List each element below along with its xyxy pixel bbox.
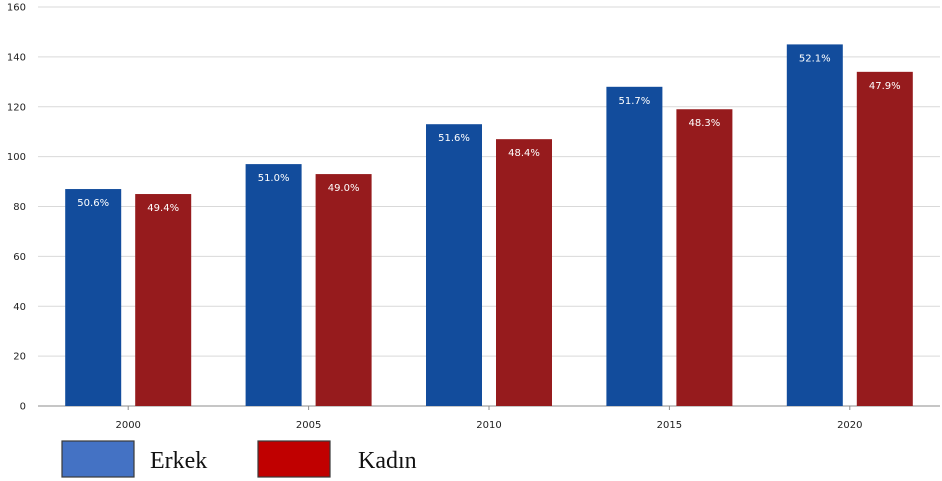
y-tick-label: 100: [7, 152, 26, 163]
bar-data-label: 51.7%: [619, 96, 651, 107]
bar-data-label: 47.9%: [869, 81, 901, 92]
x-tick-label: 2005: [296, 420, 321, 431]
bar: [426, 124, 482, 407]
legend-label: Erkek: [150, 448, 207, 474]
y-tick-label: 20: [13, 352, 26, 363]
y-tick-label: 140: [7, 52, 26, 63]
x-tick-label: 2015: [657, 420, 682, 431]
bar: [676, 109, 733, 407]
bar-data-label: 50.6%: [77, 198, 109, 209]
y-tick-label: 160: [7, 3, 26, 14]
x-tick-label: 2020: [837, 420, 862, 431]
bar: [856, 71, 913, 407]
bar: [135, 194, 192, 406]
y-tick-label: 120: [7, 102, 26, 113]
bar-data-label: 51.6%: [438, 133, 470, 144]
bar: [245, 164, 302, 406]
x-tick-label: 2010: [476, 420, 501, 431]
bar-data-label: 51.0%: [258, 173, 290, 184]
legend-swatch: [61, 440, 135, 478]
y-tick-label: 80: [13, 202, 26, 213]
legend-label: Kadın: [358, 448, 417, 474]
x-tick-label: 2000: [115, 420, 140, 431]
bar-data-label: 52.1%: [799, 53, 831, 64]
bar-data-label: 49.4%: [147, 203, 179, 214]
y-tick-label: 60: [13, 252, 26, 263]
bar: [786, 44, 843, 406]
y-tick-label: 0: [20, 402, 26, 413]
bar: [606, 86, 663, 407]
bar-data-label: 48.4%: [508, 148, 540, 159]
bar: [496, 139, 552, 406]
bar: [65, 189, 122, 406]
legend: Erkek Kadın: [61, 440, 417, 478]
bar: [315, 174, 372, 406]
bar-data-label: 48.3%: [689, 118, 721, 129]
bars: 50.6% 49.4% 51.0% 49.0% 51.6% 48.4% 51.7% 48.3%…: [65, 44, 913, 407]
y-tick-label: 40: [13, 302, 26, 313]
bar-data-label: 49.0%: [328, 183, 360, 194]
y-axis: 0 20 40 60 80 100 120 140 160: [7, 3, 26, 413]
x-axis: 2000 2005 2010 2015 2020: [115, 406, 863, 431]
legend-swatch: [257, 440, 331, 478]
